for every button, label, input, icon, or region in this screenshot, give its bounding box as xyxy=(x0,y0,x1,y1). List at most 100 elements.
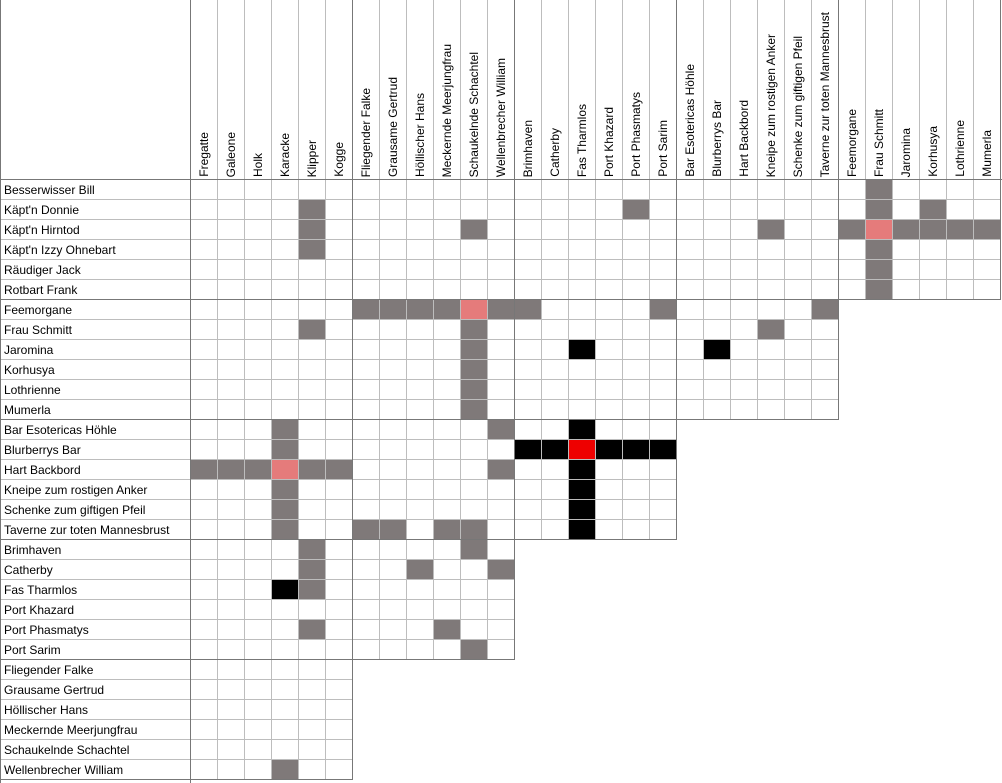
grid-cell[interactable] xyxy=(326,720,353,740)
grid-cell[interactable] xyxy=(542,380,569,400)
grid-cell[interactable] xyxy=(353,220,380,240)
grid-cell[interactable] xyxy=(461,180,488,200)
grid-cell[interactable] xyxy=(407,360,434,380)
grid-cell[interactable] xyxy=(218,660,245,680)
grid-cell[interactable] xyxy=(272,300,299,320)
grid-cell[interactable] xyxy=(272,400,299,420)
grid-cell[interactable] xyxy=(245,520,272,540)
grid-cell[interactable] xyxy=(218,740,245,760)
grid-cell[interactable] xyxy=(218,620,245,640)
grid-cell[interactable] xyxy=(407,200,434,220)
grid-cell[interactable] xyxy=(542,460,569,480)
grid-cell[interactable] xyxy=(380,460,407,480)
grid-cell[interactable] xyxy=(434,540,461,560)
grid-cell[interactable] xyxy=(704,300,731,320)
grid-cell[interactable] xyxy=(191,580,218,600)
grid-cell[interactable] xyxy=(569,220,596,240)
grid-cell[interactable] xyxy=(569,440,596,460)
grid-cell[interactable] xyxy=(650,240,677,260)
grid-cell[interactable] xyxy=(272,340,299,360)
grid-cell[interactable] xyxy=(245,560,272,580)
grid-cell[interactable] xyxy=(299,400,326,420)
grid-cell[interactable] xyxy=(218,720,245,740)
grid-cell[interactable] xyxy=(272,360,299,380)
grid-cell[interactable] xyxy=(488,240,515,260)
grid-cell[interactable] xyxy=(623,320,650,340)
grid-cell[interactable] xyxy=(488,420,515,440)
grid-cell[interactable] xyxy=(677,320,704,340)
grid-cell[interactable] xyxy=(785,260,812,280)
grid-cell[interactable] xyxy=(650,420,677,440)
grid-cell[interactable] xyxy=(407,500,434,520)
grid-cell[interactable] xyxy=(299,420,326,440)
grid-cell[interactable] xyxy=(299,280,326,300)
grid-cell[interactable] xyxy=(785,300,812,320)
grid-cell[interactable] xyxy=(596,460,623,480)
grid-cell[interactable] xyxy=(299,300,326,320)
grid-cell[interactable] xyxy=(326,480,353,500)
grid-cell[interactable] xyxy=(650,280,677,300)
grid-cell[interactable] xyxy=(353,320,380,340)
grid-cell[interactable] xyxy=(488,580,515,600)
grid-cell[interactable] xyxy=(380,220,407,240)
grid-cell[interactable] xyxy=(488,600,515,620)
grid-cell[interactable] xyxy=(353,460,380,480)
grid-cell[interactable] xyxy=(434,620,461,640)
grid-cell[interactable] xyxy=(569,360,596,380)
grid-cell[interactable] xyxy=(515,520,542,540)
grid-cell[interactable] xyxy=(542,260,569,280)
grid-cell[interactable] xyxy=(353,500,380,520)
grid-cell[interactable] xyxy=(380,480,407,500)
grid-cell[interactable] xyxy=(434,520,461,540)
grid-cell[interactable] xyxy=(245,400,272,420)
grid-cell[interactable] xyxy=(218,560,245,580)
grid-cell[interactable] xyxy=(812,380,839,400)
grid-cell[interactable] xyxy=(326,620,353,640)
grid-cell[interactable] xyxy=(272,460,299,480)
grid-cell[interactable] xyxy=(434,500,461,520)
grid-cell[interactable] xyxy=(866,280,893,300)
grid-cell[interactable] xyxy=(461,240,488,260)
grid-cell[interactable] xyxy=(488,640,515,660)
grid-cell[interactable] xyxy=(488,200,515,220)
grid-cell[interactable] xyxy=(974,180,1001,200)
grid-cell[interactable] xyxy=(542,420,569,440)
grid-cell[interactable] xyxy=(920,180,947,200)
grid-cell[interactable] xyxy=(272,720,299,740)
grid-cell[interactable] xyxy=(704,260,731,280)
grid-cell[interactable] xyxy=(650,480,677,500)
grid-cell[interactable] xyxy=(407,540,434,560)
grid-cell[interactable] xyxy=(461,640,488,660)
grid-cell[interactable] xyxy=(542,300,569,320)
grid-cell[interactable] xyxy=(569,340,596,360)
grid-cell[interactable] xyxy=(515,320,542,340)
grid-cell[interactable] xyxy=(353,380,380,400)
grid-cell[interactable] xyxy=(191,720,218,740)
grid-cell[interactable] xyxy=(245,340,272,360)
grid-cell[interactable] xyxy=(218,600,245,620)
grid-cell[interactable] xyxy=(677,260,704,280)
grid-cell[interactable] xyxy=(461,620,488,640)
grid-cell[interactable] xyxy=(218,300,245,320)
grid-cell[interactable] xyxy=(191,240,218,260)
grid-cell[interactable] xyxy=(542,480,569,500)
grid-cell[interactable] xyxy=(434,400,461,420)
grid-cell[interactable] xyxy=(245,680,272,700)
grid-cell[interactable] xyxy=(569,180,596,200)
grid-cell[interactable] xyxy=(650,400,677,420)
grid-cell[interactable] xyxy=(461,380,488,400)
grid-cell[interactable] xyxy=(272,640,299,660)
grid-cell[interactable] xyxy=(920,280,947,300)
grid-cell[interactable] xyxy=(569,460,596,480)
grid-cell[interactable] xyxy=(461,200,488,220)
grid-cell[interactable] xyxy=(947,180,974,200)
grid-cell[interactable] xyxy=(353,180,380,200)
grid-cell[interactable] xyxy=(785,320,812,340)
grid-cell[interactable] xyxy=(461,560,488,580)
grid-cell[interactable] xyxy=(218,180,245,200)
grid-cell[interactable] xyxy=(488,360,515,380)
grid-cell[interactable] xyxy=(299,500,326,520)
grid-cell[interactable] xyxy=(245,500,272,520)
grid-cell[interactable] xyxy=(299,440,326,460)
grid-cell[interactable] xyxy=(326,220,353,240)
